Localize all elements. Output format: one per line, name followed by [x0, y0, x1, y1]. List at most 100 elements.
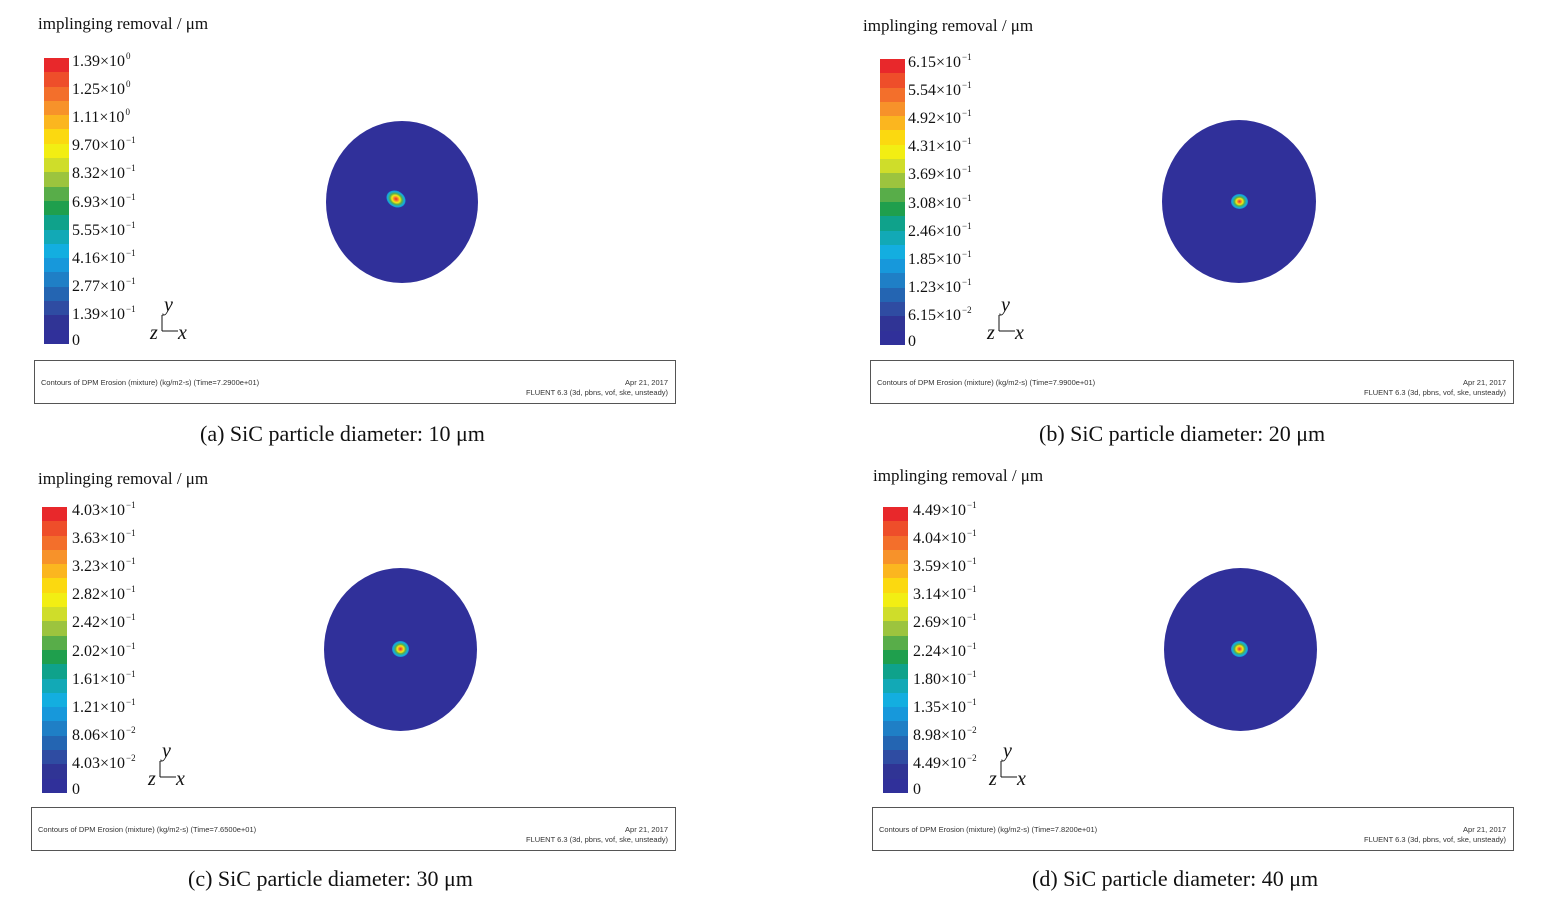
- colorbar-tick-label: 4.16×10−1: [72, 247, 136, 267]
- tick-mantissa: 2.46×10: [908, 222, 962, 240]
- colorbar-title: implinging removal / μm: [873, 466, 1044, 485]
- axis-triad-lines: [161, 315, 178, 332]
- solver-info: FLUENT 6.3 (3d, pbns, vof, ske, unsteady…: [525, 835, 668, 844]
- colorbar-tick-label: 1.61×10−1: [72, 669, 136, 688]
- colorbar-swatch: [44, 215, 69, 230]
- tick-exponent: −1: [126, 303, 136, 314]
- tick-exponent: −1: [126, 640, 136, 651]
- colorbar-swatch: [880, 316, 905, 331]
- colorbar-swatch: [44, 315, 69, 330]
- tick-mantissa: 4.16×10: [72, 249, 126, 267]
- axis-x-label: x: [1017, 768, 1026, 790]
- tick-mantissa: 6.15×10: [908, 54, 962, 71]
- tick-exponent: −1: [962, 164, 972, 175]
- colorbar-swatch: [880, 201, 905, 217]
- solver-info: FLUENT 6.3 (3d, pbns, vof, ske, unsteady…: [525, 388, 668, 397]
- colorbar-tick-label: 2.46×10−1: [908, 221, 972, 240]
- fluent-info-box: Contours of DPM Erosion (mixture) (kg/m2…: [31, 807, 676, 851]
- fluent-info-box: Contours of DPM Erosion (mixture) (kg/m2…: [34, 360, 676, 404]
- axis-triad: y z x: [148, 741, 188, 791]
- tick-exponent: −1: [962, 276, 972, 287]
- colorbar-swatch: [42, 607, 67, 622]
- colorbar-tick-label: 1.35×10−1: [913, 697, 977, 716]
- tick-exponent: −1: [967, 612, 977, 623]
- tick-exponent: −2: [126, 724, 136, 735]
- colorbar-swatch: [42, 678, 67, 693]
- tick-exponent: −1: [962, 136, 972, 147]
- colorbar-swatch: [883, 735, 908, 751]
- colorbar-swatch: [880, 244, 905, 260]
- colorbar-swatch: [883, 649, 908, 665]
- axis-z-label: z: [150, 322, 158, 344]
- tick-mantissa: 3.23×10: [72, 558, 126, 576]
- axis-z-label: z: [989, 768, 997, 790]
- colorbar-swatch: [883, 778, 908, 793]
- colorbar-tick-label: 3.14×10−1: [913, 585, 977, 603]
- tick-exponent: −2: [967, 752, 977, 763]
- colorbar-swatch: [880, 216, 905, 231]
- colorbar-tick-label: 2.77×10−1: [72, 275, 136, 295]
- axis-z-label: z: [148, 768, 156, 790]
- colorbar: [44, 58, 69, 344]
- colorbar-swatch: [44, 329, 69, 344]
- colorbar-swatch: [883, 535, 908, 550]
- axis-triad: y z x: [987, 295, 1027, 345]
- colorbar-tick-label: 8.06×10−2: [72, 724, 136, 744]
- tick-exponent: −1: [967, 528, 977, 539]
- axis-triad-lines: [1000, 761, 1017, 778]
- panel-caption: (d) SiC particle diameter: 40 μm: [1032, 866, 1319, 891]
- colorbar-swatch: [42, 521, 67, 536]
- colorbar-swatch: [883, 549, 908, 565]
- colorbar-swatch: [880, 101, 905, 117]
- colorbar-swatch: [880, 116, 905, 131]
- solver-info: FLUENT 6.3 (3d, pbns, vof, ske, unsteady…: [1363, 835, 1506, 844]
- colorbar-tick-label: 8.98×10−2: [913, 724, 977, 744]
- colorbar-tick-label: 1.80×10−1: [913, 669, 977, 688]
- colorbar-tick-label: 1.39×100: [72, 52, 131, 70]
- tick-exponent: −1: [126, 219, 136, 230]
- colorbar-swatch: [880, 287, 905, 303]
- colorbar-tick-label: 4.31×10−1: [908, 137, 972, 155]
- contour-description: Contours of DPM Erosion (mixture) (kg/m2…: [41, 378, 260, 387]
- tick-exponent: −1: [967, 500, 977, 510]
- colorbar-tick-label: 1.21×10−1: [72, 697, 136, 716]
- tick-exponent: −1: [126, 247, 136, 258]
- panel-d: implinging removal / μm y z x Contours o…: [775, 454, 1550, 904]
- colorbar-swatch: [42, 649, 67, 665]
- colorbar-swatch: [880, 73, 905, 88]
- run-date: Apr 21, 2017: [1463, 378, 1506, 387]
- tick-exponent: −1: [126, 500, 136, 510]
- tick-mantissa: 1.23×10: [908, 278, 962, 296]
- colorbar-swatch: [880, 230, 905, 245]
- tick-mantissa: 5.55×10: [72, 221, 126, 239]
- colorbar: [880, 59, 905, 345]
- axis-y-label: y: [164, 294, 173, 316]
- colorbar-swatch: [44, 229, 69, 244]
- colorbar-swatch: [880, 130, 905, 145]
- run-date: Apr 21, 2017: [1463, 825, 1506, 834]
- colorbar-swatch: [44, 158, 69, 173]
- tick-exponent: −1: [967, 584, 977, 595]
- tick-exponent: −2: [962, 304, 972, 315]
- axis-y-label: y: [1003, 740, 1012, 762]
- colorbar-swatch: [44, 186, 69, 201]
- colorbar-tick-label: 2.02×10−1: [72, 640, 136, 660]
- colorbar-swatch: [880, 302, 905, 317]
- tick-exponent: −1: [962, 80, 972, 91]
- colorbar-swatch: [44, 100, 69, 116]
- contour-description: Contours of DPM Erosion (mixture) (kg/m2…: [38, 825, 257, 834]
- colorbar-swatch: [880, 159, 905, 174]
- colorbar-swatch: [44, 272, 69, 287]
- colorbar-tick-label: 6.15×10−1: [908, 53, 972, 71]
- colorbar-swatch: [883, 564, 908, 579]
- colorbar-tick-label: 0: [72, 333, 80, 349]
- tick-exponent: −2: [967, 724, 977, 735]
- colorbar-swatch: [883, 692, 908, 708]
- colorbar-tick-label: 8.32×10−1: [72, 164, 136, 182]
- colorbar: [42, 507, 67, 793]
- tick-mantissa: 1.39×10: [72, 53, 126, 70]
- tick-exponent: −1: [126, 275, 136, 286]
- colorbar-swatch: [42, 549, 67, 565]
- colorbar-tick-label: 5.54×10−1: [908, 81, 972, 99]
- colorbar-tick-label: 9.70×10−1: [72, 136, 136, 154]
